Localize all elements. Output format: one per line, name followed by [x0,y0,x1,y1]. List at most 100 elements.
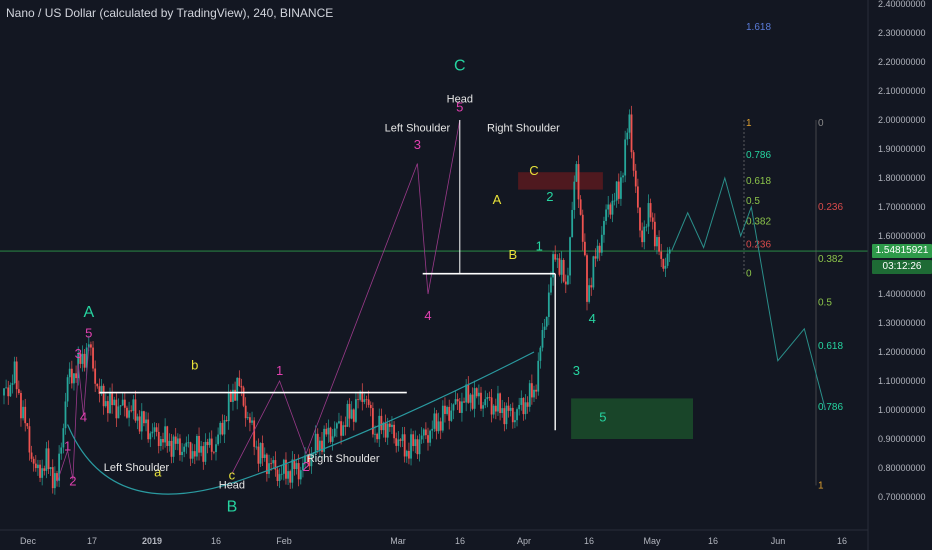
candle-body [212,451,215,453]
candle-body [278,474,281,481]
candle-body [393,424,395,439]
pattern-annotation: Left Shoulder [385,123,451,135]
wave-label: 5 [85,326,92,341]
wave-label: B [227,499,238,516]
candle-body [208,438,211,446]
candle-body [223,420,226,435]
wave-label: A [493,192,502,207]
candle-body [634,170,637,187]
candle-body [361,391,364,402]
candle-body [79,353,82,364]
candle-body [291,459,294,483]
candle-body [297,463,300,480]
y-tick-label: 1.20000000 [878,347,926,357]
candle-body [251,420,253,423]
candle-body [539,347,542,361]
candle-body [268,463,270,474]
candle-body [299,470,302,480]
y-tick-label: 1.40000000 [878,289,926,299]
candle-body [265,454,268,474]
candle-body [68,368,71,378]
wave-path-1 [56,346,90,483]
candle-body [151,431,154,434]
candle-body [295,463,298,470]
candle-body [524,402,527,415]
candle-body [350,409,353,419]
candle-body [518,404,521,410]
candle-body [501,408,504,414]
candle-body [435,413,438,432]
candle-body [272,460,275,464]
candle-body [461,401,463,413]
candle-body [274,460,277,470]
candle-body [386,423,389,438]
candle-body [424,429,427,436]
candle-body [399,439,402,441]
candle-body [225,420,228,422]
candle-body [183,446,186,452]
candle-body [331,436,334,442]
candle-body [494,405,497,412]
candle-body [401,434,404,441]
candle-body [200,446,203,453]
candle-body [596,245,599,259]
bar-countdown-tag: 03:12:26 [872,260,932,274]
candle-body [136,416,139,421]
candle-body [143,411,145,424]
candle-body [329,427,332,442]
candle-body [104,401,107,407]
candle-body [43,468,46,471]
candle-body [219,422,222,435]
candle-body [238,377,241,386]
candle-body [598,245,601,253]
candle-body [514,420,516,423]
candle-body [395,438,398,446]
candle-body [98,386,101,394]
candle-body [249,417,251,423]
candle-body [594,256,597,259]
wave-label: 1 [276,363,283,378]
resistance-zone [518,172,603,190]
candle-body [429,430,432,443]
candle-body [117,406,120,419]
fib-right-label: 0.236 [818,202,843,213]
candle-body [62,428,65,448]
candle-body [448,406,451,421]
x-tick-label: Mar [390,536,406,546]
rounding-bottom-arc [67,351,535,495]
candle-body [653,221,656,247]
candle-body [357,399,359,400]
candle-body [454,399,457,405]
candle-body [427,435,429,443]
candle-body [92,347,94,369]
candle-body [467,384,470,403]
candle-body [511,407,514,423]
candle-body [433,413,436,429]
candle-body [630,114,633,153]
chart-title: Nano / US Dollar (calculated by TradingV… [6,6,334,20]
candle-body [526,402,529,407]
candle-body [24,406,27,424]
candle-body [571,209,574,238]
candle-body [617,181,620,199]
candle-body [261,443,264,458]
candle-body [641,230,644,243]
candle-body [20,393,22,419]
candle-body [471,394,474,409]
candle-body [605,209,607,221]
candle-body [420,435,423,440]
candle-body [170,440,173,457]
candle-body [573,181,576,210]
candle-body [285,459,287,479]
candle-body [352,409,355,422]
candle-body [371,408,374,435]
wave-label: B [508,247,517,262]
candle-body [126,407,128,418]
candle-body [229,392,232,402]
candle-body [45,448,48,471]
candle-body [140,411,143,432]
candle-body [382,422,385,431]
candle-body [416,439,419,455]
candle-body [191,451,194,459]
